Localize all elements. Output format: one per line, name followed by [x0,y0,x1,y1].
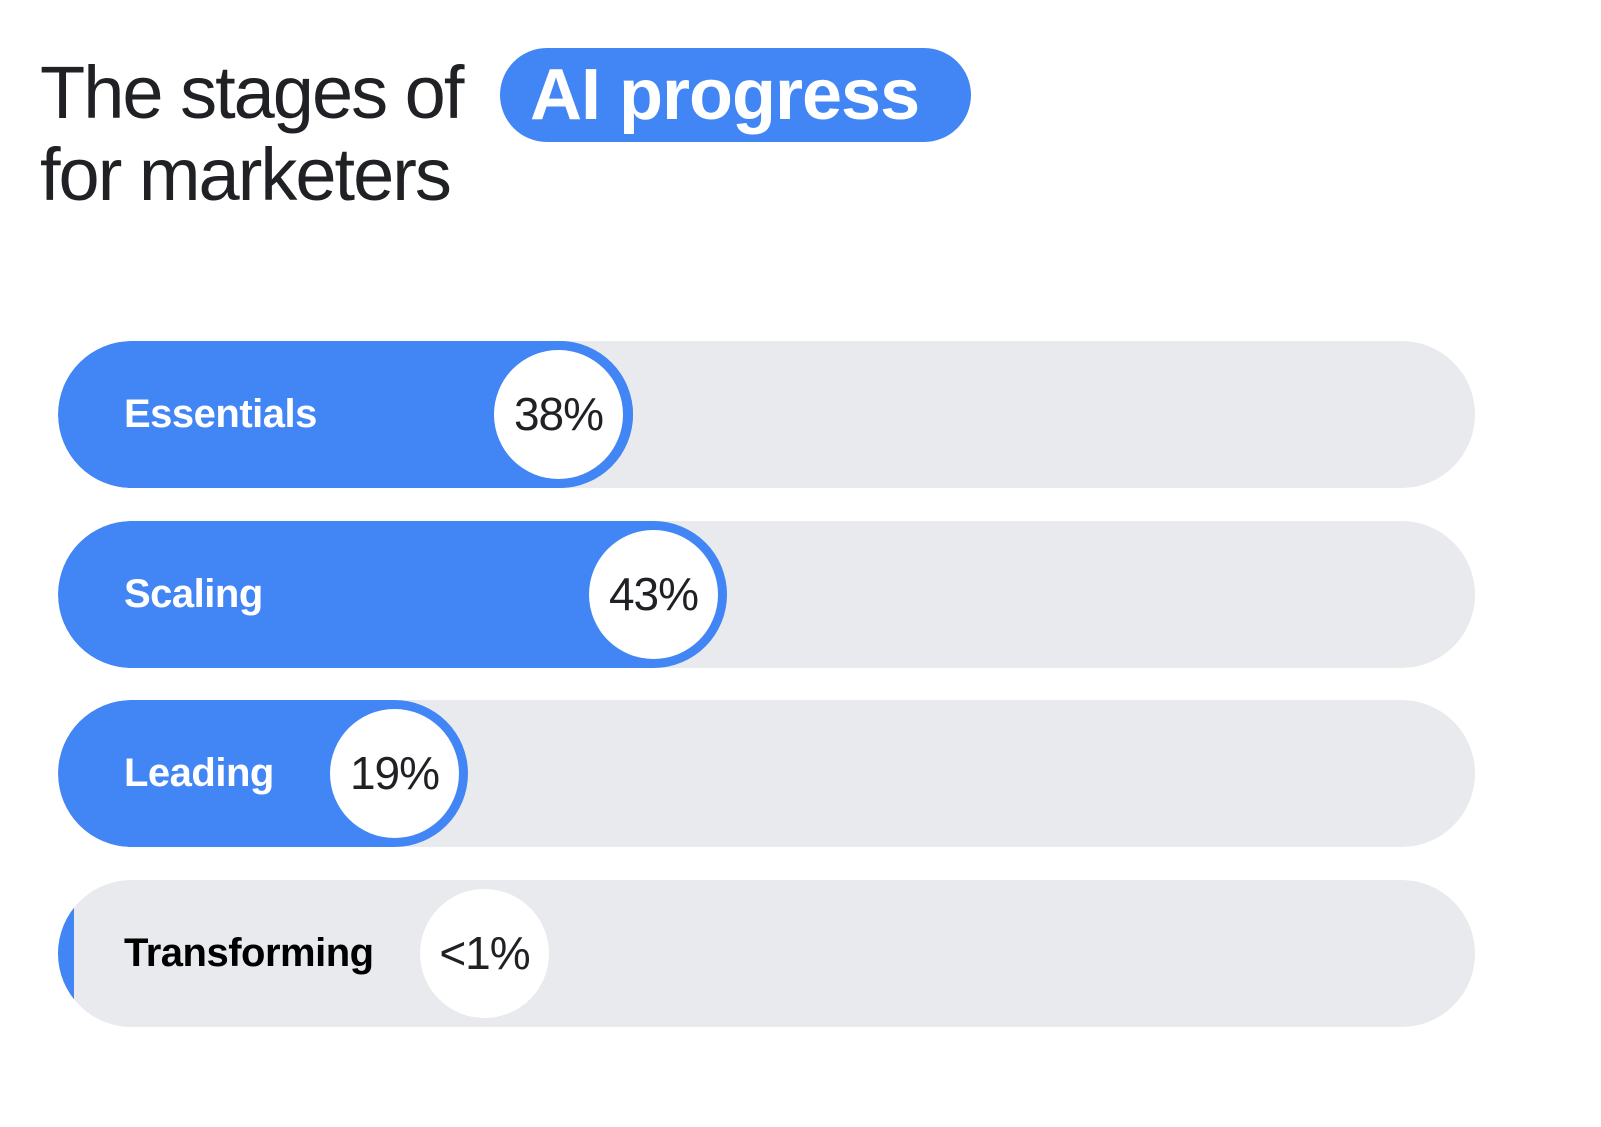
value-bubble: 43% [589,530,718,659]
bar-label: Essentials [124,392,317,436]
title-line-2: for marketers [40,133,452,216]
value-bubble: 19% [330,709,459,838]
title-highlight-pill: AI progress [500,48,971,142]
bar-label: Scaling [124,572,263,616]
bar-fill [58,880,74,1027]
chart-title: The stages of for marketers [40,51,464,216]
bar-row-scaling: Scaling 43% [58,521,1475,668]
bar-label: Transforming [124,931,374,975]
value-bubble: 38% [494,350,623,479]
bar-label: Leading [124,751,274,795]
title-line-1: The stages of [40,51,464,134]
bar-row-essentials: Essentials 38% [58,341,1475,488]
bar-row-leading: Leading 19% [58,700,1475,847]
value-bubble: <1% [420,889,549,1018]
bar-row-transforming: Transforming <1% [58,880,1475,1027]
